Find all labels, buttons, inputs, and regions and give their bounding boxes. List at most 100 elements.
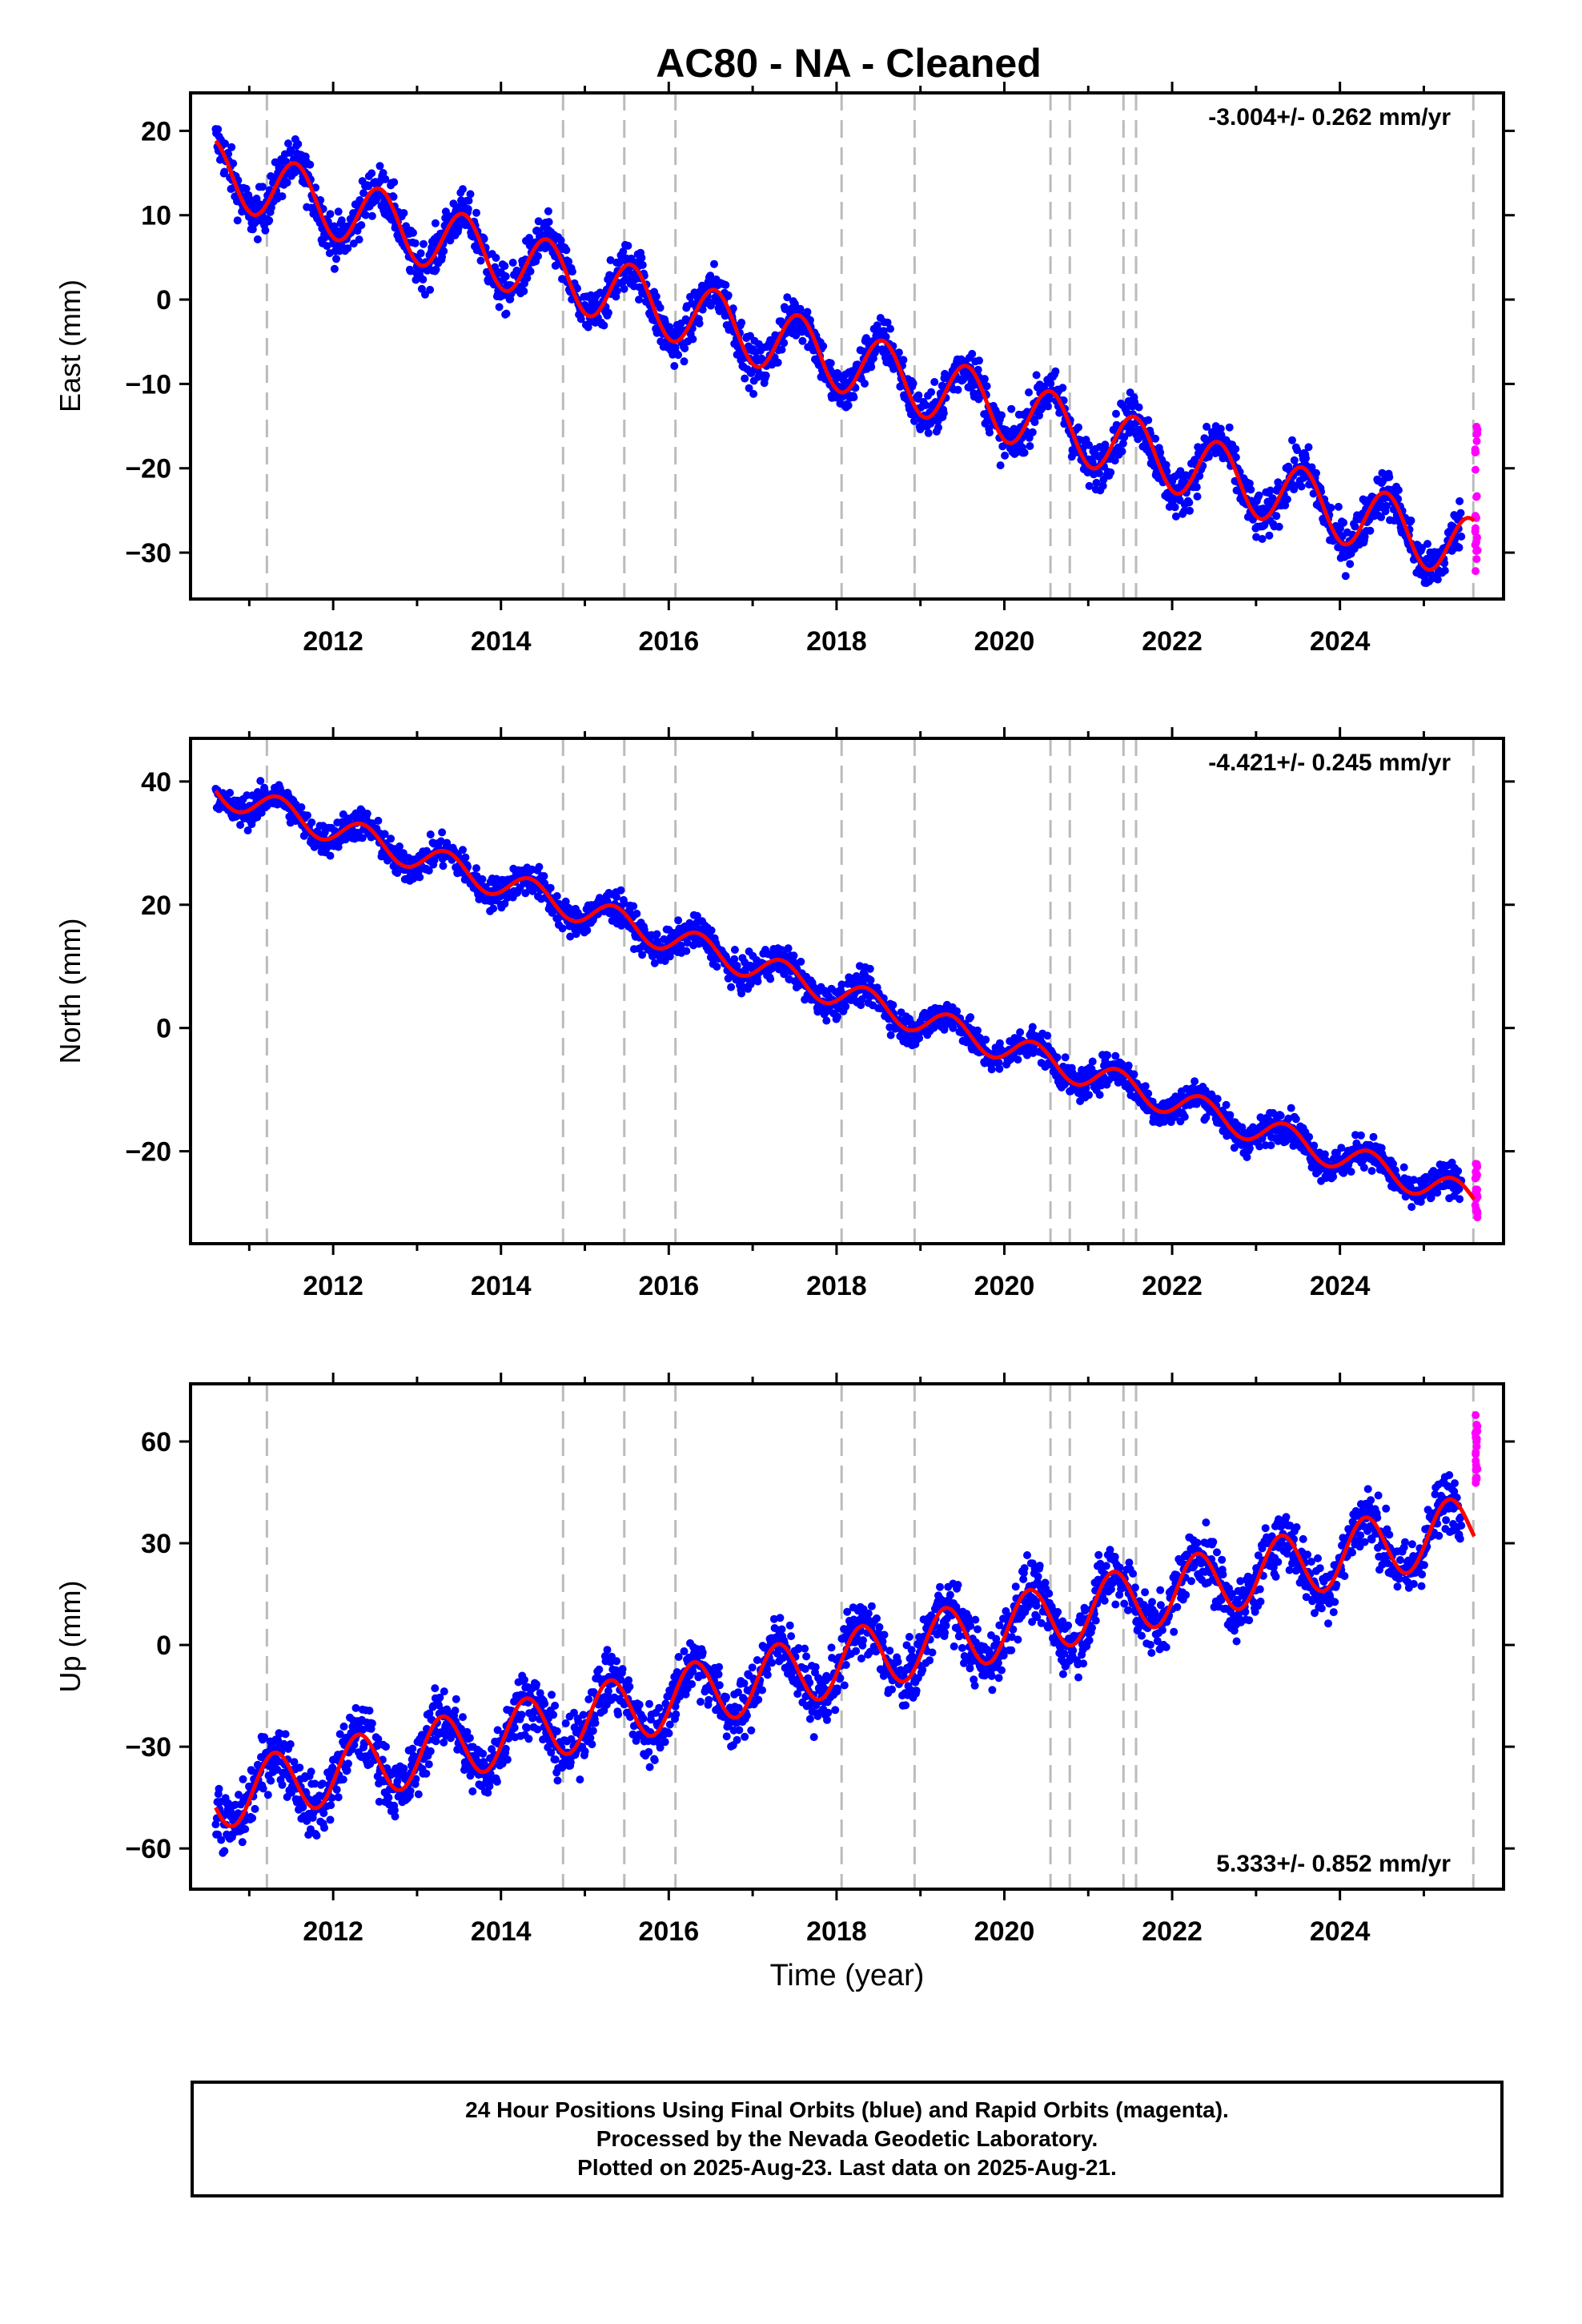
data-point <box>259 183 267 191</box>
data-point <box>1433 575 1442 584</box>
data-point <box>319 1809 328 1818</box>
data-point <box>861 380 869 388</box>
data-point <box>741 374 749 383</box>
data-point <box>343 244 352 253</box>
data-point <box>1288 436 1296 444</box>
data-point <box>1274 478 1283 487</box>
data-point <box>564 257 573 266</box>
data-point <box>1020 448 1029 457</box>
data-point <box>822 1016 831 1025</box>
data-point <box>749 389 758 398</box>
event-lines <box>265 738 1475 1244</box>
velocity-label: -3.004+/- 0.262 mm/yr <box>1208 104 1451 131</box>
data-point <box>220 1847 229 1856</box>
data-point <box>1144 1089 1153 1098</box>
panel-north: 2012 2014 2016 2018 2020 2022 2024−2002040Nort… <box>54 727 1515 1301</box>
data-point <box>1058 384 1067 392</box>
data-point <box>619 247 628 256</box>
data-point <box>1267 1141 1275 1150</box>
data-point <box>1399 1163 1408 1172</box>
data-point <box>332 255 340 263</box>
data-point <box>1171 512 1180 521</box>
rapid-point <box>1472 1160 1481 1168</box>
data-point <box>1088 458 1097 467</box>
data-point <box>1329 1172 1338 1181</box>
data-point <box>1456 509 1465 517</box>
data-point <box>1162 460 1170 469</box>
data-point <box>1124 1061 1133 1070</box>
data-point <box>1305 1132 1314 1141</box>
y-tick-label: 0 <box>156 1014 171 1044</box>
data-point <box>327 1801 335 1810</box>
data-point <box>954 385 962 394</box>
data-point <box>1304 443 1313 452</box>
data-point <box>1053 1053 1062 1062</box>
data-point <box>635 296 643 304</box>
data-point <box>226 789 235 797</box>
data-point <box>558 924 567 933</box>
data-point <box>1032 371 1041 380</box>
data-point <box>730 955 739 963</box>
rapid-point <box>1472 436 1481 445</box>
data-point <box>1180 1112 1189 1121</box>
data-point <box>939 408 948 417</box>
rapid-point <box>1472 430 1481 439</box>
data-point <box>987 1065 996 1074</box>
data-point <box>638 260 647 269</box>
data-point <box>674 916 683 925</box>
data-point <box>865 964 874 973</box>
data-point <box>1061 1053 1070 1062</box>
data-point <box>1377 513 1386 521</box>
data-point <box>261 226 270 235</box>
data-point <box>914 391 923 400</box>
data-point <box>724 291 733 300</box>
data-point <box>221 139 229 148</box>
data-point <box>1085 1091 1093 1100</box>
data-point <box>966 1013 975 1022</box>
data-point <box>689 335 697 344</box>
data-point <box>953 1007 962 1015</box>
data-point <box>706 271 715 280</box>
data-point <box>681 344 689 352</box>
data-point <box>424 866 433 875</box>
data-point <box>449 199 458 208</box>
data-point <box>1440 559 1449 568</box>
data-point <box>849 393 858 402</box>
data-point <box>283 179 291 187</box>
panel-up: 2012 2014 2016 2018 2020 2022 2024−60−3003060U… <box>54 1373 1515 1992</box>
data-point <box>367 169 376 178</box>
data-point <box>773 358 782 367</box>
data-point <box>1291 1115 1300 1124</box>
data-point <box>502 309 511 318</box>
data-point <box>1118 439 1127 448</box>
data-point <box>1290 456 1299 464</box>
data-point <box>1195 472 1204 480</box>
data-point <box>1407 1203 1416 1212</box>
data-point <box>358 834 367 842</box>
data-point <box>552 892 561 900</box>
data-point <box>233 216 242 225</box>
data-point <box>1204 452 1213 461</box>
data-point <box>214 125 223 134</box>
data-point <box>1193 493 1202 501</box>
chart-title: AC80 - NA - Cleaned <box>656 41 1042 86</box>
data-point <box>1260 521 1269 529</box>
data-point <box>844 401 853 410</box>
data-point <box>359 189 367 198</box>
data-point <box>909 379 917 388</box>
y-tick-label: −20 <box>125 1137 171 1168</box>
rapid-point <box>1472 567 1480 576</box>
data-point <box>604 308 612 317</box>
data-point <box>480 235 488 243</box>
data-point <box>1106 468 1115 476</box>
data-point <box>1085 440 1093 449</box>
data-point <box>1276 1112 1285 1120</box>
model-curve <box>214 139 1476 572</box>
data-point <box>1007 404 1016 413</box>
data-point <box>253 235 262 243</box>
data-point <box>612 287 621 296</box>
data-point <box>544 218 553 227</box>
x-tick-label: 2022 <box>1142 626 1203 657</box>
data-point <box>1245 479 1254 488</box>
